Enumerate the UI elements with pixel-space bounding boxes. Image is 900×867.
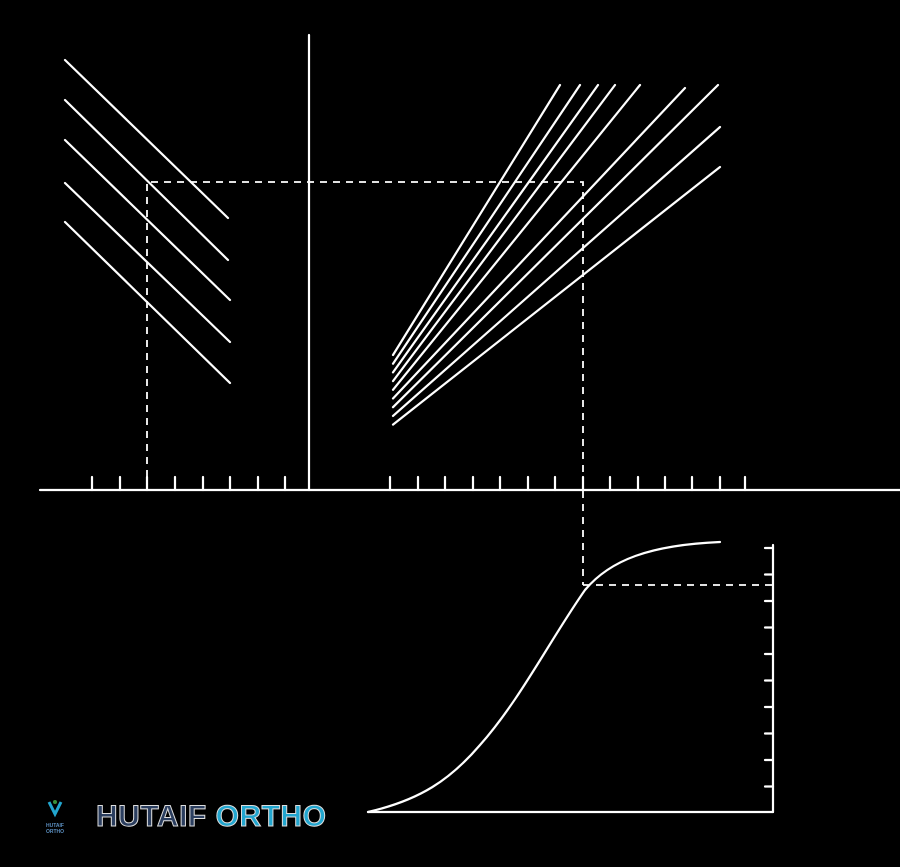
dashed-guide-upper	[146, 181, 584, 585]
left-line-set	[63, 58, 232, 385]
fan-line	[391, 83, 600, 374]
axis-ticks	[90, 475, 747, 492]
logo-text: HUTAIF ORTHO	[96, 800, 327, 834]
right-line-fan	[391, 83, 722, 426]
logo-word-hutaif: HUTAIF	[96, 800, 207, 834]
sigmoid-curve	[366, 540, 722, 814]
logo-icon: HUTAIF ORTHO	[38, 798, 72, 835]
left-line	[63, 98, 230, 262]
logo-small-text: HUTAIF ORTHO	[45, 823, 65, 835]
logo-mark-icon	[47, 800, 63, 818]
left-line	[63, 58, 230, 220]
fan-line	[391, 83, 582, 365]
curve-y-ticks	[763, 546, 775, 788]
fan-line	[391, 83, 642, 391]
logo-word-ortho: ORTHO	[215, 800, 327, 834]
fan-line	[391, 83, 720, 409]
fan-line	[391, 83, 617, 383]
fan-line	[391, 125, 722, 417]
fan-line	[391, 83, 562, 357]
left-line	[63, 138, 232, 302]
fan-line	[391, 86, 687, 400]
fan-line	[391, 165, 722, 426]
